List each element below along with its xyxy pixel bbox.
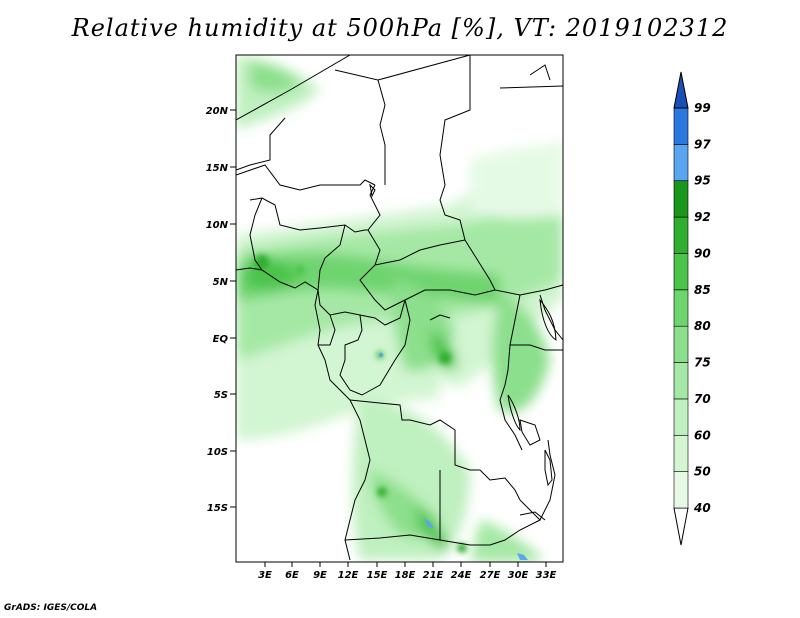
lat-tick-label: 15N xyxy=(206,163,229,174)
map-frame xyxy=(235,54,564,563)
colorbar-bin xyxy=(673,289,689,327)
humidity-field xyxy=(236,55,563,562)
lat-tick-label: 20N xyxy=(206,106,229,117)
lat-tick-label: 10S xyxy=(207,447,228,458)
lon-tick-label: 6E xyxy=(285,570,299,581)
colorbar-label: 95 xyxy=(694,174,711,188)
lon-tick-label: 3E xyxy=(258,570,272,581)
colorbar-label: 97 xyxy=(694,137,711,151)
colorbar-label: 85 xyxy=(694,283,711,297)
colorbar-bin xyxy=(673,362,689,400)
lon-tick-label: 21E xyxy=(423,570,444,581)
lon-tick-labels: 3E 6E 9E 12E 15E 18E 21E 24E 27E 30E 33E xyxy=(258,570,556,581)
colorbar-bin xyxy=(673,398,689,436)
lon-tick-label: 33E xyxy=(536,570,557,581)
lat-tick-label: 15S xyxy=(207,503,228,514)
colorbar-label: 60 xyxy=(694,428,711,442)
lon-tick-label: 18E xyxy=(395,570,416,581)
colorbar: 40 50 60 70 75 80 85 90 92 95 97 99 xyxy=(673,71,711,546)
colorbar-label: 99 xyxy=(694,101,711,115)
colorbar-label: 50 xyxy=(694,465,711,479)
lon-axis xyxy=(264,562,547,567)
colorbar-bin xyxy=(673,107,689,145)
colorbar-bin xyxy=(673,180,689,218)
high-rh-patch xyxy=(378,352,384,358)
colorbar-label: 70 xyxy=(694,392,711,406)
colorbar-label: 80 xyxy=(694,319,711,333)
colorbar-label: 92 xyxy=(694,210,711,224)
colorbar-label: 90 xyxy=(694,246,711,260)
high-rh-patch xyxy=(517,553,528,560)
lat-tick-labels: 20N 15N 10N 5N EQ 5S 10S 15S xyxy=(206,106,229,514)
lat-axis xyxy=(230,109,236,508)
lat-tick-label: 5S xyxy=(214,390,228,401)
colorbar-lower-arrow xyxy=(673,507,689,546)
colorbar-bin xyxy=(673,325,689,363)
colorbar-bin xyxy=(673,434,689,472)
lon-tick-label: 12E xyxy=(338,570,359,581)
credit-text: GrADS: IGES/COLA xyxy=(4,603,98,613)
colorbar-upper-arrow xyxy=(673,71,689,109)
lat-tick-label: 10N xyxy=(206,220,229,231)
chart-title: Relative humidity at 500hPa [%], VT: 201… xyxy=(71,14,729,42)
lon-tick-label: 9E xyxy=(313,570,327,581)
lon-tick-label: 15E xyxy=(367,570,388,581)
lat-tick-label: EQ xyxy=(213,334,229,345)
colorbar-label: 40 xyxy=(693,501,711,515)
colorbar-bin xyxy=(673,216,689,254)
high-rh-patch xyxy=(424,518,434,528)
lon-tick-label: 27E xyxy=(480,570,501,581)
colorbar-bin xyxy=(673,253,689,291)
colorbar-bin xyxy=(673,144,689,182)
colorbar-label: 75 xyxy=(694,356,711,370)
colorbar-bin xyxy=(673,471,689,509)
political-boundaries xyxy=(236,55,563,561)
lat-tick-label: 5N xyxy=(213,277,229,288)
lon-tick-label: 30E xyxy=(508,570,529,581)
lon-tick-label: 24E xyxy=(451,570,472,581)
